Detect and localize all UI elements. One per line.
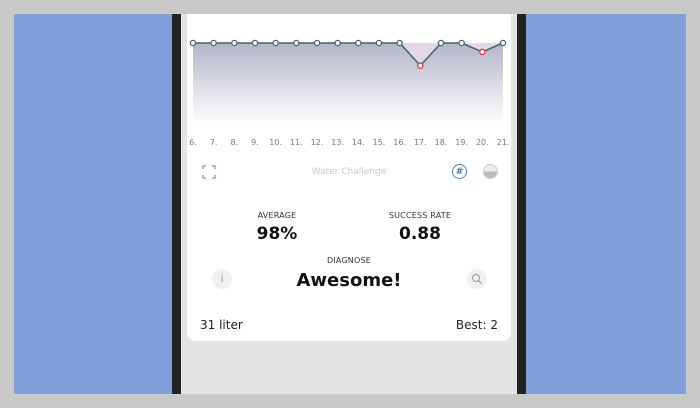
- data-point[interactable]: [251, 39, 259, 47]
- total-liters: 31 liter: [200, 318, 243, 332]
- x-tick-label: 13.: [331, 138, 344, 147]
- x-tick-label: 9.: [251, 138, 259, 147]
- data-point[interactable]: [375, 39, 383, 47]
- x-tick-label: 15.: [373, 138, 386, 147]
- x-tick-label: 21.: [497, 138, 510, 147]
- average-label: AVERAGE: [257, 211, 297, 220]
- diagnose-value: Awesome!: [296, 270, 402, 291]
- x-tick-label: 12.: [311, 138, 324, 147]
- data-point[interactable]: [417, 62, 424, 69]
- data-point[interactable]: [458, 39, 465, 47]
- data-point[interactable]: [231, 39, 238, 47]
- x-tick-label: 6.: [189, 138, 197, 147]
- x-tick-label: 16.: [393, 138, 406, 147]
- average-value: 98%: [256, 224, 298, 244]
- x-tick-label: 17.: [414, 138, 427, 147]
- data-point[interactable]: [499, 39, 507, 47]
- fullscreen-icon[interactable]: [199, 162, 219, 182]
- chart-area: [193, 43, 503, 124]
- left-background: [14, 14, 172, 394]
- x-tick-label: 19.: [455, 138, 468, 147]
- x-tick-label: 20.: [476, 138, 489, 147]
- x-tick-label: 11.: [290, 138, 303, 147]
- diagnose-label: DIAGNOSE: [326, 256, 372, 265]
- challenge-card: 6. 7. 8. 9. 10. 11. 12. 13. 14. 15. 16. 17. 18. 19. 20…: [187, 14, 511, 341]
- success-rate-label: SUCCESS RATE: [388, 211, 452, 220]
- water-chart: 6. 7. 8. 9. 10. 11. 12. 13. 14. 15. 16. 17. 18. 19. 20…: [189, 39, 510, 147]
- chart-title: Water Challenge: [311, 167, 387, 177]
- success-rate-value: 0.88: [399, 224, 441, 244]
- best-streak: Best: 2: [455, 318, 498, 332]
- data-point[interactable]: [437, 39, 445, 47]
- right-background: [526, 14, 686, 394]
- x-tick-label: 18.: [435, 138, 448, 147]
- chart-line: [193, 42, 504, 67]
- phone-edge-right: [517, 14, 526, 394]
- data-point[interactable]: [479, 48, 486, 56]
- x-tick-label: 10.: [269, 138, 282, 147]
- phone-screen: 6. 7. 8. 9. 10. 11. 12. 13. 14. 15. 16. 17. 18. 19. 20…: [181, 14, 517, 394]
- data-point[interactable]: [396, 39, 403, 47]
- data-point[interactable]: [313, 39, 321, 47]
- data-point[interactable]: [355, 39, 362, 47]
- data-point[interactable]: [189, 39, 197, 47]
- x-tick-label: 14.: [352, 138, 365, 147]
- deficit-area: [193, 43, 503, 66]
- data-point[interactable]: [334, 39, 341, 47]
- x-tick-label: 8.: [231, 138, 239, 147]
- hashtag-icon[interactable]: #: [452, 164, 467, 179]
- x-tick-label: 7.: [210, 138, 218, 147]
- fill-level-icon[interactable]: [483, 164, 498, 179]
- info-icon[interactable]: i: [212, 269, 232, 289]
- search-icon[interactable]: [467, 269, 487, 289]
- data-point[interactable]: [210, 39, 217, 47]
- phone-edge-left: [172, 14, 181, 394]
- data-point[interactable]: [272, 39, 279, 47]
- data-point[interactable]: [293, 39, 300, 47]
